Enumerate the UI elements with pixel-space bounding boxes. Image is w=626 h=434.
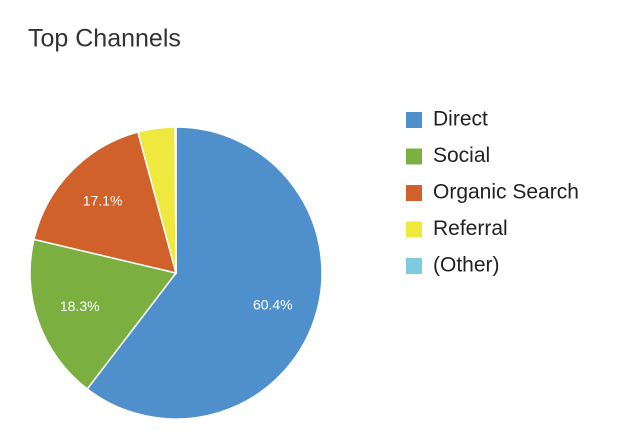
pie-slice <box>174 126 177 274</box>
legend-label: Organic Search <box>433 181 579 204</box>
legend-swatch <box>406 258 422 274</box>
legend-label: Social <box>433 144 490 167</box>
legend-swatch <box>406 185 422 201</box>
legend-label: (Other) <box>433 254 500 277</box>
pie-slice <box>33 131 178 275</box>
legend-swatch <box>406 221 422 238</box>
data-label: 17.1% <box>83 193 123 209</box>
pie-slice <box>86 126 323 420</box>
data-label: 60.4% <box>253 297 293 313</box>
legend-swatch <box>406 112 422 128</box>
data-label: 18.3% <box>60 298 100 314</box>
chart-title: Top Channels <box>28 25 181 53</box>
legend-swatch <box>406 148 422 165</box>
legend-label: Referral <box>433 217 508 240</box>
pie-slice <box>29 238 178 390</box>
legend-label: Direct <box>433 108 488 131</box>
